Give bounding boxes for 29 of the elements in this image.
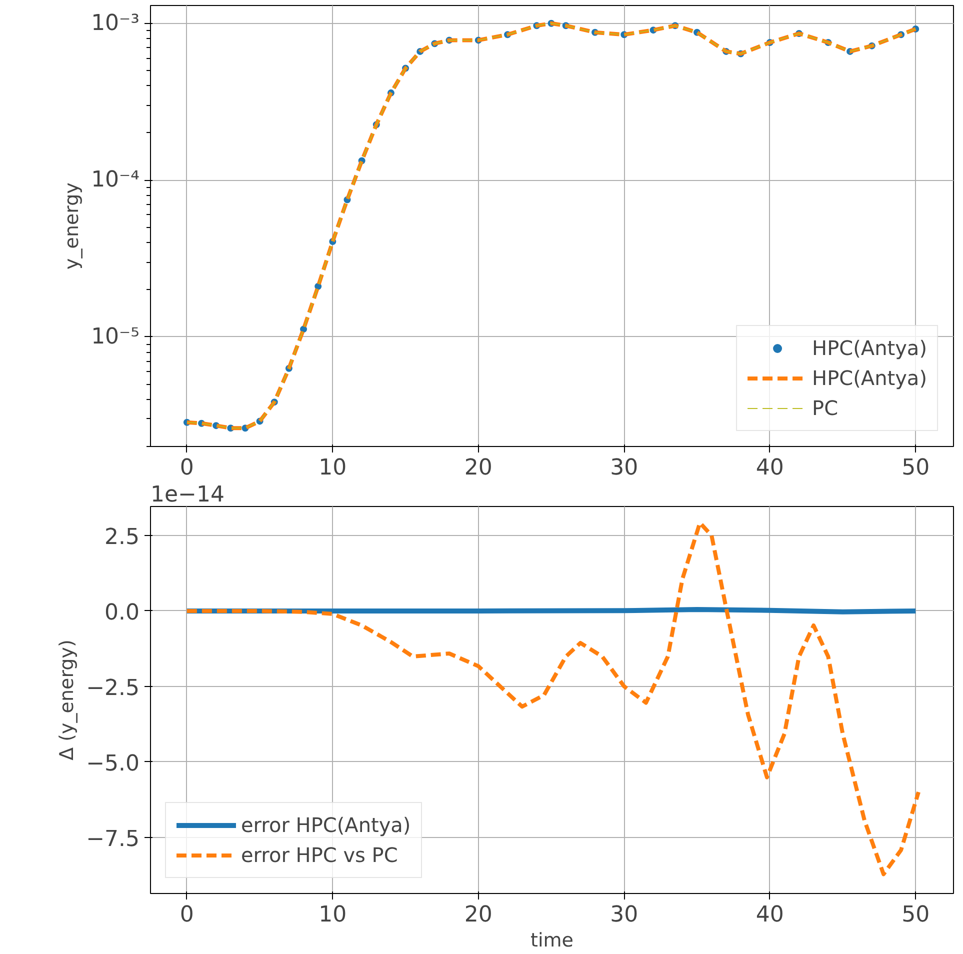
legend-label: HPC(Antya)	[812, 366, 927, 390]
y-axis-title: y_energy	[61, 182, 84, 270]
y-tick-label: 10⁻⁴	[91, 168, 140, 193]
y-tick-label: −7.5	[86, 826, 140, 852]
x-tick-label: 10	[318, 456, 347, 480]
x-tick-label: 0	[180, 902, 194, 928]
x-tick-label: 20	[464, 456, 492, 480]
x-tick-label: 20	[464, 902, 492, 928]
x-tick-label: 40	[756, 456, 784, 480]
y-tick-label: 2.5	[104, 524, 140, 550]
y-tick-label: 10⁻⁵	[91, 324, 140, 350]
legend-label: error HPC(Antya)	[241, 813, 411, 837]
annotation: 1e−14	[150, 482, 224, 508]
x-tick-label: 30	[610, 456, 638, 480]
y-tick-label: −2.5	[86, 676, 140, 701]
x-tick-label: 50	[902, 456, 930, 480]
x-tick-label: 50	[902, 902, 930, 928]
x-axis-title: time	[530, 930, 574, 952]
y-tick-label: −5.0	[86, 751, 140, 776]
legend-label: PC	[812, 396, 838, 420]
y-tick-label: 10⁻³	[91, 10, 140, 36]
y-tick-label: 0.0	[104, 600, 140, 626]
legend-label: HPC(Antya)	[812, 336, 927, 360]
x-tick-label: 30	[610, 902, 638, 928]
legend-label: error HPC vs PC	[241, 843, 398, 867]
x-tick-label: 10	[318, 902, 347, 928]
x-tick-label: 40	[756, 902, 784, 928]
x-tick-label: 0	[180, 456, 194, 480]
y-axis-title: Δ (y_energy)	[56, 640, 78, 760]
